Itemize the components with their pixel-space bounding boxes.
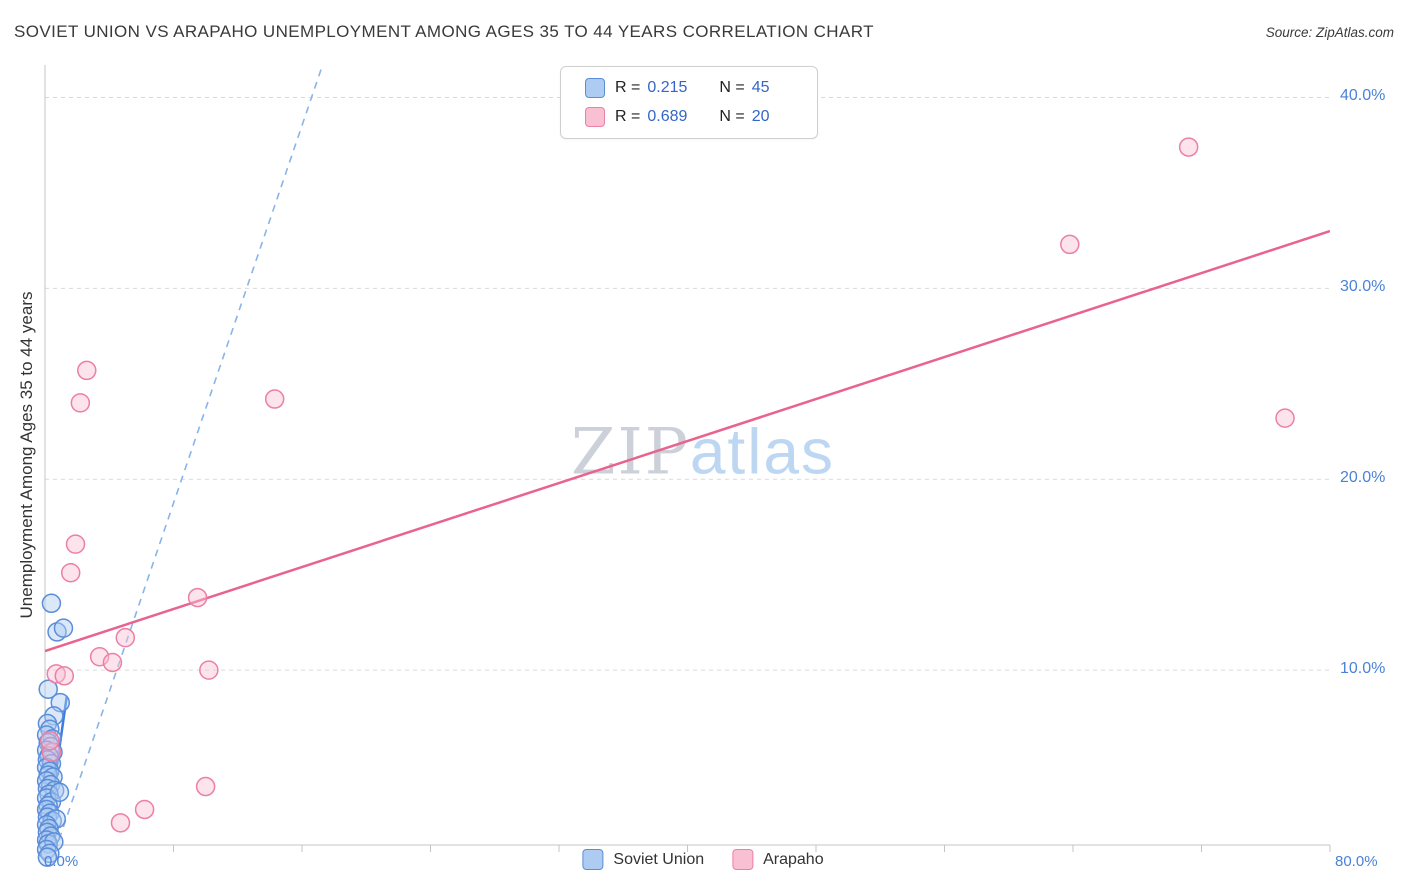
scatter-point-soviet-union bbox=[49, 782, 70, 803]
x-axis-min-label: 0.0% bbox=[44, 853, 79, 870]
legend-label-soviet-union: Soviet Union bbox=[613, 850, 705, 868]
scatter-point-arapaho bbox=[199, 660, 219, 680]
scatter-point-arapaho bbox=[1275, 408, 1295, 428]
scatter-point-arapaho bbox=[70, 393, 91, 413]
n-value-arapaho: 20 bbox=[751, 108, 770, 125]
n-value-soviet-union: 45 bbox=[751, 79, 770, 96]
arapaho-swatch bbox=[732, 849, 754, 870]
scatter-point-arapaho bbox=[1060, 234, 1080, 255]
trend-lines bbox=[45, 68, 1330, 846]
r-label: R = bbox=[615, 108, 641, 125]
scatter-point-soviet-union bbox=[41, 593, 62, 614]
soviet-union-swatch bbox=[582, 849, 604, 870]
trend-line-arapaho bbox=[45, 229, 1330, 653]
y-tick-40: 40.0% bbox=[1340, 87, 1386, 104]
legend-row-soviet-union: R = 0.215 N = 45 bbox=[585, 78, 817, 98]
legend-label-arapaho: Arapaho bbox=[763, 850, 824, 868]
scatter-point-arapaho bbox=[54, 666, 75, 686]
scatter-point-soviet-union bbox=[53, 618, 74, 638]
y-tick-30: 30.0% bbox=[1340, 278, 1386, 295]
scatter-point-arapaho bbox=[115, 627, 136, 648]
n-label: N = bbox=[719, 79, 745, 96]
r-value-arapaho: 0.689 bbox=[647, 108, 688, 125]
r-value-soviet-union: 0.215 bbox=[647, 79, 688, 96]
n-label: N = bbox=[719, 108, 745, 125]
trend-line-soviet-union-dashed bbox=[56, 68, 323, 846]
scatter-point-arapaho bbox=[264, 389, 285, 409]
source-label: Source: ZipAtlas.com bbox=[1265, 25, 1394, 40]
y-tick-10: 10.0% bbox=[1340, 660, 1386, 677]
scatter-point-arapaho bbox=[40, 730, 60, 751]
scatter-point-arapaho bbox=[102, 652, 123, 673]
legend-row-arapaho: R = 0.689 N = 20 bbox=[585, 107, 817, 127]
scatter-point-arapaho bbox=[110, 813, 131, 833]
correlation-legend: R = 0.215 N = 45 R = 0.689 N = 20 bbox=[560, 66, 818, 139]
x-axis-max-label: 80.0% bbox=[1335, 853, 1378, 870]
axes bbox=[44, 65, 1331, 852]
scatter-point-arapaho bbox=[187, 587, 208, 608]
scatter-point-arapaho bbox=[65, 534, 86, 554]
chart-title: SOVIET UNION VS ARAPAHO UNEMPLOYMENT AMO… bbox=[14, 22, 874, 41]
gridlines bbox=[45, 96, 1330, 671]
r-label: R = bbox=[615, 79, 641, 96]
y-tick-20: 20.0% bbox=[1340, 469, 1386, 486]
series-legend: Soviet Union Arapaho bbox=[582, 849, 824, 870]
scatter-point-arapaho bbox=[60, 563, 81, 583]
scatter-point-arapaho bbox=[46, 664, 66, 684]
scatter-point-arapaho bbox=[77, 360, 97, 381]
arapaho-swatch bbox=[585, 107, 605, 127]
scatter-points bbox=[36, 137, 1295, 867]
y-axis-label: Unemployment Among Ages 35 to 44 years bbox=[17, 291, 36, 619]
soviet-union-swatch bbox=[585, 78, 605, 98]
scatter-point-arapaho bbox=[1178, 137, 1199, 157]
legend-item-soviet-union: Soviet Union bbox=[582, 849, 704, 870]
legend-item-arapaho: Arapaho bbox=[732, 849, 824, 870]
scatter-point-arapaho bbox=[195, 776, 216, 797]
scatter-point-soviet-union bbox=[37, 847, 58, 867]
scatter-point-arapaho bbox=[134, 799, 155, 820]
scatter-point-soviet-union bbox=[38, 679, 58, 699]
